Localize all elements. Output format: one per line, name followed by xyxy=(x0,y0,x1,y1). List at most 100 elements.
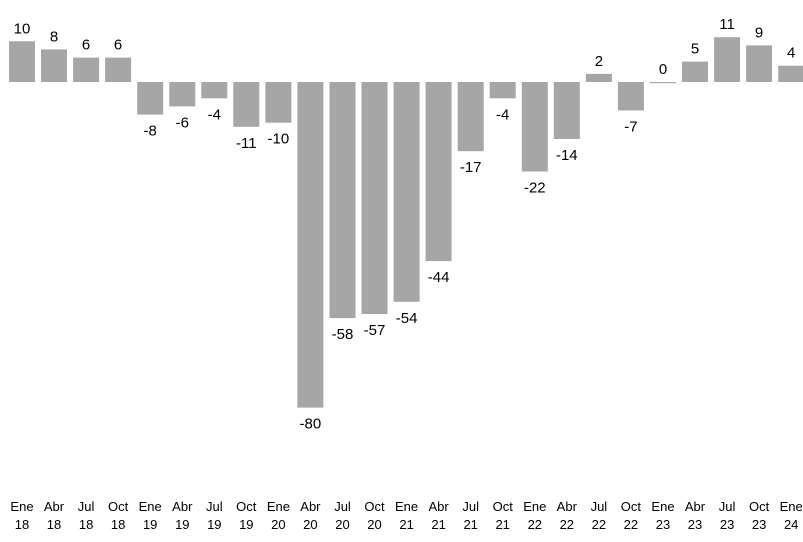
bar-13 xyxy=(425,82,452,262)
data-label-3: 6 xyxy=(114,37,122,54)
x-tick-year-24: 24 xyxy=(784,517,798,532)
data-label-18: 2 xyxy=(595,53,603,70)
bar-17 xyxy=(553,82,580,139)
data-label-13: -44 xyxy=(428,269,450,286)
x-tick-year-5: 19 xyxy=(175,517,189,532)
bar-16 xyxy=(521,82,548,172)
x-axis-tick-labels: Ene 18 Abr 18 Jul 18 Oct 18 Ene 19 Abr 19 Jul 19 Oct 19… xyxy=(10,499,802,532)
bar-8 xyxy=(265,82,292,123)
bar-1 xyxy=(41,49,67,82)
data-label-6: -4 xyxy=(208,106,221,123)
x-tick-year-0: 18 xyxy=(15,517,29,532)
x-tick-year-15: 21 xyxy=(495,517,509,532)
bar-3 xyxy=(105,57,132,82)
value-labels-group: 10 8 6 6 -8 -6 -4 -11 -10 -80 -58 -57 -54 -44 -17 -4 -22… xyxy=(14,16,796,432)
x-tick-month-9: Abr xyxy=(300,499,321,514)
bar-5 xyxy=(169,82,196,107)
x-tick-year-1: 18 xyxy=(47,517,61,532)
bar-2 xyxy=(73,57,100,82)
data-label-14: -17 xyxy=(460,159,482,176)
data-label-24: 4 xyxy=(787,45,795,62)
bar-20 xyxy=(650,82,676,84)
x-tick-month-2: Jul xyxy=(78,499,95,514)
x-tick-month-16: Ene xyxy=(523,499,546,514)
bar-23 xyxy=(746,45,773,82)
x-tick-month-11: Oct xyxy=(364,499,385,514)
x-tick-year-14: 21 xyxy=(463,517,477,532)
bar-18 xyxy=(585,73,612,82)
data-label-16: -22 xyxy=(524,180,546,197)
data-label-8: -10 xyxy=(268,131,290,148)
x-tick-month-8: Ene xyxy=(267,499,290,514)
x-tick-year-18: 22 xyxy=(592,517,606,532)
x-tick-month-10: Jul xyxy=(334,499,351,514)
x-tick-month-17: Abr xyxy=(557,499,578,514)
x-tick-month-6: Jul xyxy=(206,499,223,514)
bar-24 xyxy=(778,65,803,82)
x-tick-year-4: 19 xyxy=(143,517,157,532)
bar-6 xyxy=(201,82,228,99)
bar-9 xyxy=(297,82,324,408)
x-tick-month-15: Oct xyxy=(493,499,514,514)
bar-12 xyxy=(393,82,420,302)
bars-group xyxy=(9,37,803,408)
bar-22 xyxy=(714,37,741,82)
x-tick-year-11: 20 xyxy=(367,517,381,532)
bar-0 xyxy=(9,41,35,82)
data-label-15: -4 xyxy=(496,106,509,123)
x-tick-year-20: 23 xyxy=(656,517,670,532)
x-tick-year-2: 18 xyxy=(79,517,93,532)
data-label-1: 8 xyxy=(50,28,58,45)
x-tick-year-16: 22 xyxy=(528,517,542,532)
x-tick-year-17: 22 xyxy=(560,517,574,532)
data-label-9: -80 xyxy=(300,416,322,433)
data-label-0: 10 xyxy=(14,20,31,37)
x-tick-year-7: 19 xyxy=(239,517,253,532)
x-tick-month-5: Abr xyxy=(172,499,193,514)
x-tick-year-8: 20 xyxy=(271,517,285,532)
x-tick-month-14: Jul xyxy=(462,499,479,514)
x-tick-year-23: 23 xyxy=(752,517,766,532)
bar-11 xyxy=(361,82,388,314)
x-tick-year-19: 22 xyxy=(624,517,638,532)
x-tick-month-23: Oct xyxy=(749,499,770,514)
data-label-17: -14 xyxy=(556,147,578,164)
data-label-19: -7 xyxy=(624,119,637,136)
data-label-20: 0 xyxy=(659,61,667,78)
bar-14 xyxy=(457,82,484,152)
x-tick-year-3: 18 xyxy=(111,517,125,532)
x-tick-year-10: 20 xyxy=(335,517,349,532)
bar-4 xyxy=(137,82,164,115)
x-tick-month-3: Oct xyxy=(108,499,129,514)
x-tick-year-12: 21 xyxy=(399,517,413,532)
x-tick-year-21: 23 xyxy=(688,517,702,532)
x-tick-year-9: 20 xyxy=(303,517,317,532)
bar-15 xyxy=(489,82,516,99)
data-label-4: -8 xyxy=(144,123,157,140)
x-tick-month-24: Ene xyxy=(780,499,803,514)
x-tick-year-13: 21 xyxy=(431,517,445,532)
x-tick-month-19: Oct xyxy=(621,499,642,514)
data-label-22: 11 xyxy=(719,16,735,33)
x-tick-month-0: Ene xyxy=(10,499,33,514)
bar-10 xyxy=(329,82,356,319)
data-label-2: 6 xyxy=(82,37,90,54)
x-tick-month-21: Abr xyxy=(685,499,706,514)
x-tick-month-7: Oct xyxy=(236,499,257,514)
bar-21 xyxy=(682,61,708,82)
data-label-11: -57 xyxy=(364,322,386,339)
data-label-10: -58 xyxy=(332,326,354,343)
bar-19 xyxy=(617,82,644,111)
data-label-5: -6 xyxy=(176,114,189,131)
data-label-23: 9 xyxy=(755,24,763,41)
x-tick-month-13: Abr xyxy=(428,499,449,514)
x-tick-month-18: Jul xyxy=(591,499,608,514)
x-tick-month-4: Ene xyxy=(139,499,162,514)
x-tick-month-1: Abr xyxy=(44,499,65,514)
bar-7 xyxy=(233,82,260,127)
x-tick-year-6: 19 xyxy=(207,517,221,532)
x-tick-month-22: Jul xyxy=(719,499,736,514)
x-tick-month-20: Ene xyxy=(651,499,674,514)
